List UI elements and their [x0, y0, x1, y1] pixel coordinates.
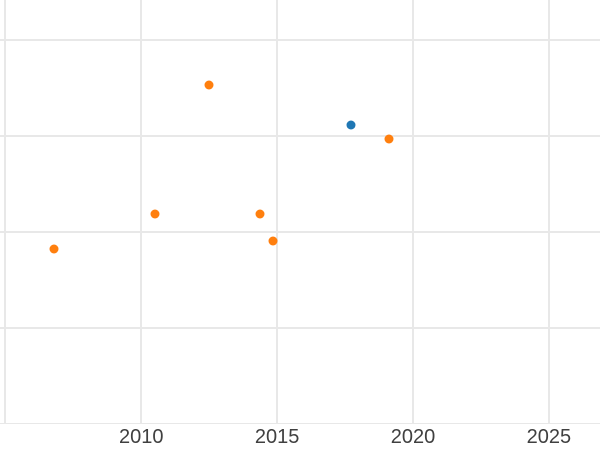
gridline-vertical	[412, 0, 415, 424]
scatter-point-orange-series	[268, 236, 278, 246]
plot-area	[0, 0, 600, 424]
x-tick-label: 2010	[119, 426, 164, 448]
scatter-point-blue-series	[346, 120, 356, 130]
gridline-horizontal	[0, 231, 600, 234]
gridline-horizontal	[0, 135, 600, 138]
x-axis: 2010 2015 2020 2025	[0, 424, 600, 450]
scatter-point-orange-series	[204, 80, 214, 90]
scatter-point-orange-series	[150, 209, 160, 219]
gridline-vertical	[547, 0, 550, 424]
x-tick-label: 2020	[390, 426, 436, 448]
x-tick-label: 2015	[254, 426, 300, 448]
scatter-point-orange-series	[49, 244, 59, 254]
scatter-point-orange-series	[384, 134, 394, 144]
gridline-vertical	[276, 0, 279, 424]
gridline-vertical	[140, 0, 143, 424]
x-tick-label: 2025	[526, 426, 572, 448]
gridline-vertical	[4, 0, 7, 424]
scatter-point-orange-series	[255, 209, 264, 219]
gridline-horizontal	[0, 423, 600, 424]
gridline-horizontal	[0, 39, 600, 42]
gridline-horizontal	[0, 327, 600, 330]
